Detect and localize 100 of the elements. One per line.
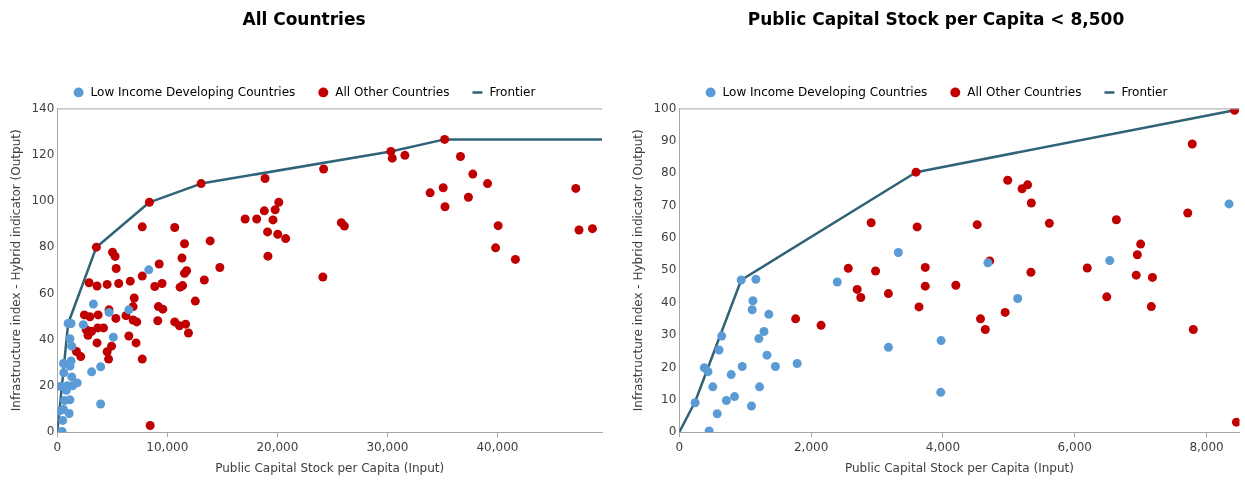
- y-tick-label: 40: [661, 294, 677, 309]
- point: [1003, 175, 1013, 185]
- point: [920, 262, 930, 272]
- point: [770, 361, 780, 371]
- point: [1013, 293, 1023, 303]
- point: [852, 284, 862, 294]
- point: [1026, 198, 1036, 208]
- point: [816, 320, 826, 330]
- y-tick-label: 50: [661, 262, 677, 277]
- point: [1183, 208, 1193, 218]
- point: [1023, 180, 1033, 190]
- point: [748, 296, 758, 306]
- x-tick-label: 6,000: [1057, 439, 1092, 454]
- point: [911, 167, 921, 177]
- point: [893, 247, 903, 257]
- point: [714, 345, 724, 355]
- point: [972, 220, 982, 230]
- point: [764, 309, 774, 319]
- point: [1044, 218, 1054, 228]
- point: [124, 305, 134, 315]
- point: [883, 342, 893, 352]
- point: [1026, 267, 1036, 277]
- point: [1187, 139, 1197, 149]
- point: [1146, 302, 1156, 312]
- point: [791, 314, 801, 324]
- point: [59, 368, 69, 378]
- legend-label: Frontier: [1121, 84, 1168, 99]
- y-tick-label: 20: [661, 359, 677, 374]
- point: [1231, 417, 1240, 427]
- y-tick-label: 60: [661, 230, 677, 245]
- point: [936, 387, 946, 397]
- y-tick-label: 60: [39, 285, 55, 300]
- point: [67, 372, 77, 382]
- legend-label: All Other Countries: [967, 84, 1082, 99]
- point: [721, 395, 731, 405]
- y-axis-title: Infrastructure index - Hybrid indicator (Output): [631, 129, 646, 412]
- x-axis-title: Public Capital Stock per Capita (Input): [215, 460, 445, 475]
- x-tick-label: 4,000: [925, 439, 961, 454]
- point: [747, 305, 757, 315]
- y-tick-label: 10: [661, 391, 677, 406]
- x-tick-label: 30,000: [366, 439, 409, 454]
- point: [67, 341, 77, 351]
- point: [762, 350, 772, 360]
- point: [58, 415, 68, 425]
- point: [975, 314, 985, 324]
- point: [1102, 292, 1112, 302]
- point: [730, 392, 740, 402]
- point: [87, 367, 97, 377]
- legend-label: Low Income Developing Countries: [722, 84, 928, 99]
- x-tick-label: 8,000: [1189, 439, 1224, 454]
- chart-title: All Countries: [242, 8, 366, 29]
- point: [704, 426, 714, 433]
- point: [792, 359, 802, 369]
- y-tick-label: 0: [668, 424, 677, 439]
- point: [914, 302, 924, 312]
- point: [96, 362, 106, 372]
- point: [832, 277, 842, 287]
- point: [703, 367, 713, 377]
- point: [78, 320, 88, 330]
- point: [754, 334, 764, 344]
- point: [746, 401, 756, 411]
- legend-label: Low Income Developing Countries: [90, 84, 296, 99]
- point: [1082, 263, 1092, 273]
- point: [1136, 239, 1146, 249]
- point: [1000, 307, 1010, 317]
- x-tick-label: 10,000: [146, 439, 189, 454]
- point: [751, 274, 761, 284]
- x-tick-label: 40,000: [476, 439, 519, 454]
- point: [736, 275, 746, 285]
- point: [866, 218, 876, 228]
- point: [726, 370, 736, 380]
- point: [843, 263, 853, 273]
- point: [883, 289, 893, 299]
- point: [920, 281, 930, 291]
- y-tick-label: 120: [31, 146, 55, 161]
- y-tick-label: 80: [39, 239, 55, 254]
- y-tick-label: 70: [661, 197, 677, 212]
- point: [737, 361, 747, 371]
- point: [980, 325, 990, 335]
- point: [1131, 270, 1141, 280]
- point: [755, 382, 765, 392]
- point: [1188, 325, 1198, 335]
- point: [1224, 199, 1234, 209]
- point: [690, 398, 700, 408]
- y-tick-label: 30: [661, 327, 677, 342]
- point: [708, 382, 718, 392]
- point: [1147, 272, 1157, 282]
- point: [951, 280, 961, 290]
- legend-label: All Other Countries: [335, 84, 450, 99]
- y-tick-label: 90: [661, 132, 677, 147]
- y-tick-label: 140: [31, 100, 55, 115]
- point: [65, 334, 75, 344]
- y-tick-label: 40: [39, 331, 55, 346]
- point: [1105, 256, 1115, 266]
- point: [759, 327, 769, 336]
- y-axis-title: Infrastructure index - Hybrid indicator (Output): [9, 129, 24, 412]
- point: [64, 408, 74, 418]
- x-tick-label: 20,000: [256, 439, 299, 454]
- point: [108, 332, 118, 342]
- point: [88, 299, 98, 309]
